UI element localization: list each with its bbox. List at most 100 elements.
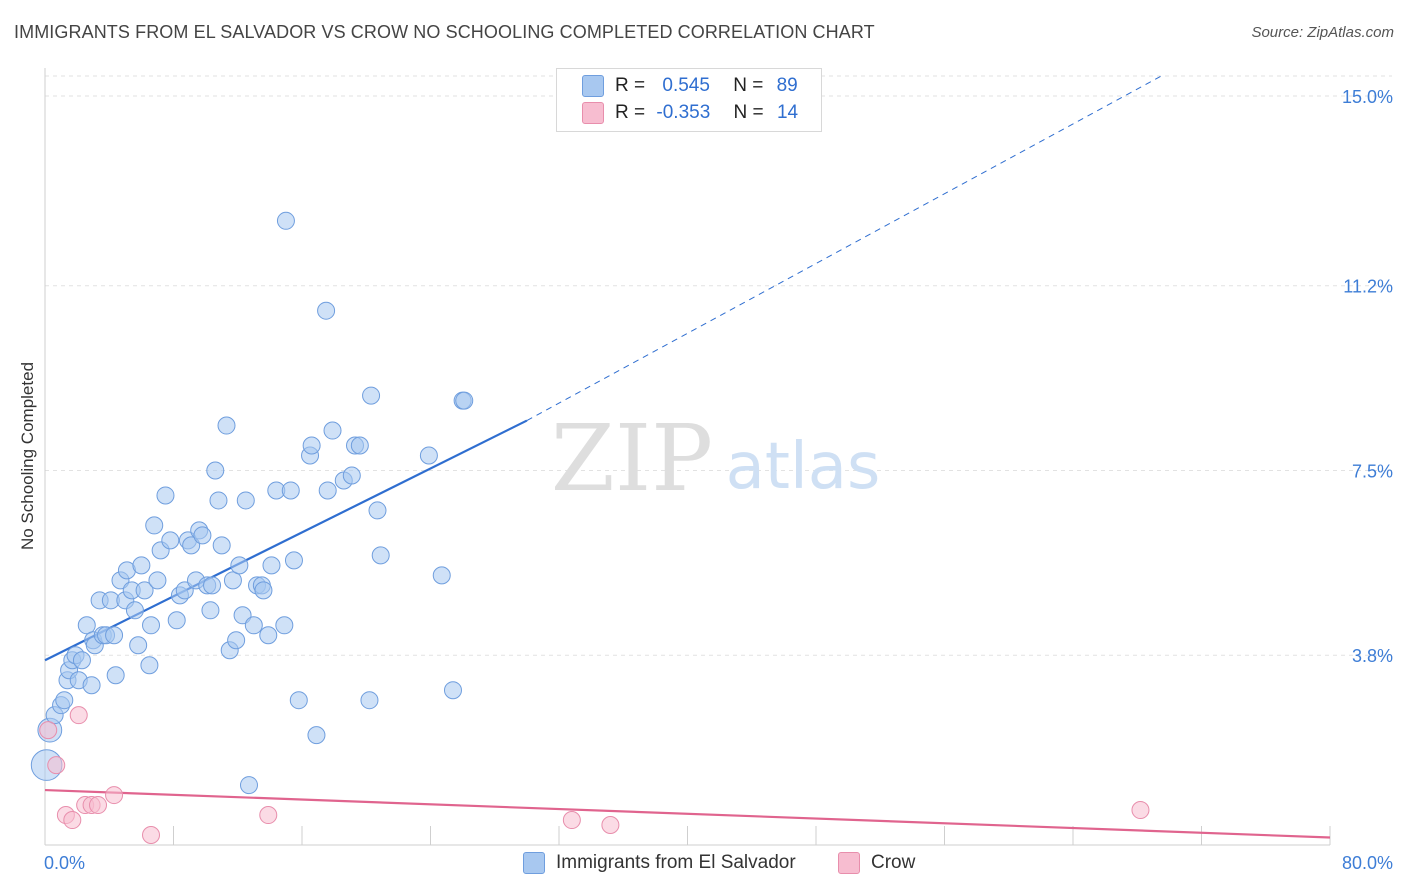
point-salvador xyxy=(317,301,336,320)
point-salvador xyxy=(206,461,225,480)
point-salvador xyxy=(281,481,300,500)
point-salvador xyxy=(201,601,220,620)
point-salvador xyxy=(129,636,148,655)
bottom-legend-salvador: Immigrants from El Salvador xyxy=(523,852,796,874)
point-salvador xyxy=(217,416,236,435)
point-salvador xyxy=(140,656,159,675)
point-salvador xyxy=(106,666,125,685)
bottom-legend-swatch-blue xyxy=(523,852,545,874)
point-crow xyxy=(39,721,58,740)
trendline-crow xyxy=(44,788,1331,839)
point-salvador xyxy=(142,616,161,635)
point-salvador xyxy=(368,501,387,520)
point-salvador xyxy=(132,556,151,575)
point-salvador xyxy=(342,466,361,485)
point-salvador xyxy=(276,211,295,230)
y-tick-label: 11.2% xyxy=(1343,277,1393,297)
legend-swatch-pink xyxy=(582,102,604,124)
point-crow xyxy=(601,816,620,835)
point-salvador xyxy=(350,436,369,455)
point-salvador xyxy=(182,536,201,555)
point-salvador xyxy=(233,606,252,625)
point-salvador xyxy=(209,491,228,510)
point-salvador xyxy=(275,616,294,635)
point-salvador xyxy=(105,626,124,645)
point-salvador xyxy=(419,446,438,465)
point-salvador xyxy=(175,581,194,600)
point-salvador xyxy=(167,611,186,630)
point-salvador xyxy=(230,556,249,575)
watermark: ZIP atlas xyxy=(551,405,880,512)
watermark-atlas: atlas xyxy=(726,430,881,504)
point-salvador xyxy=(156,486,175,505)
bottom-legend-label: Crow xyxy=(871,852,916,873)
point-crow xyxy=(105,786,124,805)
point-salvador xyxy=(284,551,303,570)
y-tick-label: 15.0% xyxy=(1342,87,1393,107)
trendline-salvador xyxy=(44,419,528,662)
point-salvador xyxy=(289,691,308,710)
point-salvador xyxy=(72,651,91,670)
point-salvador xyxy=(145,516,164,535)
point-crow xyxy=(47,756,66,775)
point-salvador xyxy=(432,566,451,585)
y-tick-label: 7.5% xyxy=(1352,461,1393,481)
point-salvador xyxy=(318,481,337,500)
point-salvador xyxy=(360,691,379,710)
legend-r-label: R = xyxy=(615,102,646,123)
point-crow xyxy=(89,796,108,815)
y-tick-label: 3.8% xyxy=(1352,646,1393,666)
chart-title: IMMIGRANTS FROM EL SALVADOR VS CROW NO S… xyxy=(14,22,875,42)
point-salvador xyxy=(259,626,278,645)
legend-n-value: 14 xyxy=(776,102,799,123)
correlation-legend: R = 0.545 N = 89 R = -0.353 N = 14 xyxy=(556,68,822,132)
bottom-legend-label: Immigrants from El Salvador xyxy=(556,852,796,873)
point-salvador xyxy=(148,571,167,590)
legend-swatch-blue xyxy=(582,75,604,97)
point-salvador xyxy=(254,581,273,600)
point-salvador xyxy=(77,616,96,635)
legend-r-label: R = xyxy=(615,75,646,96)
point-salvador xyxy=(371,546,390,565)
x-tick-label-min: 0.0% xyxy=(44,853,85,873)
legend-n-label: N = xyxy=(733,102,764,123)
axes xyxy=(44,68,1331,846)
point-salvador xyxy=(227,631,246,650)
x-tick-label-max: 80.0% xyxy=(1342,853,1393,873)
trendlines xyxy=(44,75,1331,839)
point-crow xyxy=(63,811,82,830)
data-points xyxy=(30,211,1150,845)
legend-r-value: 0.545 xyxy=(662,75,710,96)
point-salvador xyxy=(443,681,462,700)
point-salvador xyxy=(239,776,258,795)
point-crow xyxy=(562,811,581,830)
point-salvador xyxy=(125,601,144,620)
point-salvador xyxy=(135,581,154,600)
point-crow xyxy=(142,826,161,845)
point-crow xyxy=(259,806,278,825)
point-salvador xyxy=(236,491,255,510)
point-salvador xyxy=(307,726,326,745)
point-salvador xyxy=(223,571,242,590)
point-salvador xyxy=(212,536,231,555)
point-crow xyxy=(69,706,88,725)
legend-r-value: -0.353 xyxy=(656,102,711,123)
legend-n-label: N = xyxy=(733,75,764,96)
bottom-legend-swatch-pink xyxy=(838,852,860,874)
point-salvador xyxy=(362,386,381,405)
point-salvador xyxy=(161,531,180,550)
point-salvador xyxy=(302,436,321,455)
point-salvador xyxy=(262,556,281,575)
point-salvador xyxy=(244,616,263,635)
point-salvador xyxy=(323,421,342,440)
point-salvador xyxy=(55,691,74,710)
legend-n-value: 89 xyxy=(776,75,798,96)
source-label: Source: ZipAtlas.com xyxy=(1251,24,1394,41)
point-salvador xyxy=(455,391,474,410)
point-salvador xyxy=(193,526,212,545)
point-salvador xyxy=(203,576,222,595)
tick-labels: 3.8% 7.5% 11.2% 15.0% 0.0% 80.0% xyxy=(44,87,1393,873)
point-salvador xyxy=(82,676,101,695)
bottom-legend-crow: Crow xyxy=(838,852,915,874)
